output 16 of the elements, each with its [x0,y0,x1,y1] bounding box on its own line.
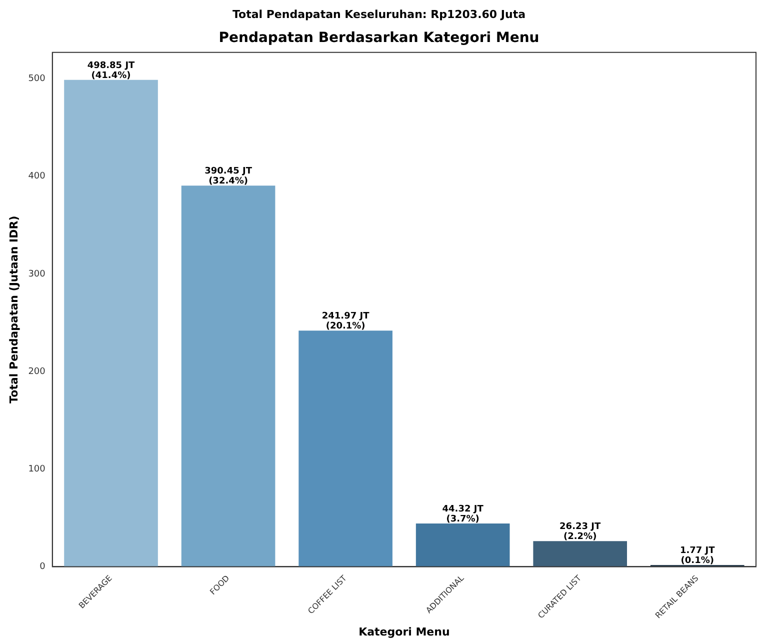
y-tick-label: 400 [28,172,46,182]
y-tick-label: 200 [28,366,46,377]
data-label: 390.45 JT (32.4%) [204,166,253,187]
data-label: 241.97 JT (20.1%) [322,312,370,332]
y-tick-label: 0 [40,562,46,572]
y-tick-label: 300 [28,269,46,280]
y-tick-label: 500 [28,74,46,84]
y-tick-label: 100 [28,464,46,474]
data-label: 44.32 JT (3.7%) [442,504,484,524]
chart-title: Pendapatan Berdasarkan Kategori Menu [218,30,540,46]
y-axis-title: Total Pendapatan (Jutaan IDR) [7,216,20,404]
chart-subtitle: Total Pendapatan Keseluruhan: Rp1203.60 Juta [231,8,527,21]
data-label: 1.77 JT (0.1%) [680,546,716,566]
data-label: 498.85 JT (41.4%) [87,60,136,81]
data-label: 26.23 JT (2.2%) [560,522,602,542]
x-axis-title: Kategori Menu [358,625,450,638]
